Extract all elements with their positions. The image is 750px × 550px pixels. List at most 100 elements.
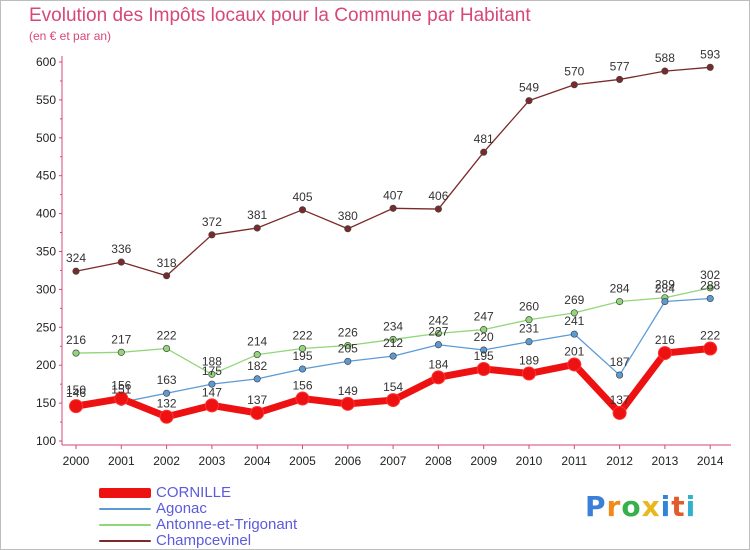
x-tick-label: 2013 — [652, 454, 679, 468]
x-tick-label: 2012 — [606, 454, 633, 468]
data-label: 214 — [247, 335, 267, 349]
data-label: 201 — [564, 344, 584, 358]
data-point — [117, 348, 125, 356]
x-tick-label: 2003 — [199, 454, 226, 468]
data-point — [72, 267, 80, 275]
data-label: 220 — [474, 330, 494, 344]
data-point — [344, 225, 352, 233]
data-label: 217 — [111, 332, 131, 346]
data-label: 570 — [564, 65, 584, 79]
x-tick-label: 2001 — [108, 454, 135, 468]
data-point — [253, 375, 261, 383]
data-point — [298, 206, 307, 214]
data-label: 149 — [338, 384, 358, 398]
data-label: 189 — [519, 354, 539, 368]
y-tick-label: 300 — [36, 282, 56, 296]
y-tick-label: 150 — [36, 396, 56, 410]
data-label: 372 — [202, 215, 222, 229]
logo-letter: r — [606, 490, 622, 523]
data-label: 146 — [66, 386, 86, 400]
data-point — [208, 231, 216, 239]
data-label: 163 — [157, 373, 177, 387]
data-label: 156 — [292, 379, 312, 393]
data-label: 380 — [338, 209, 358, 223]
data-point — [389, 204, 397, 212]
data-label: 227 — [428, 325, 448, 339]
data-label: 407 — [383, 188, 403, 202]
legend-swatch — [99, 524, 151, 526]
data-point — [163, 344, 171, 353]
logo-letter: i — [660, 490, 672, 523]
data-label: 187 — [610, 355, 630, 369]
data-label: 241 — [564, 314, 584, 328]
data-point — [480, 326, 488, 334]
data-point — [72, 349, 80, 357]
data-point — [706, 294, 714, 303]
data-label: 137 — [247, 393, 267, 407]
data-label: 175 — [202, 364, 222, 378]
data-point — [476, 361, 491, 376]
data-label: 156 — [111, 379, 131, 393]
legend-swatch — [99, 540, 151, 542]
y-tick-label: 200 — [36, 358, 56, 372]
data-label: 288 — [700, 278, 720, 292]
legend-label: CORNILLE — [156, 484, 232, 501]
data-point — [250, 405, 265, 420]
x-tick-label: 2008 — [425, 454, 452, 468]
data-label: 549 — [519, 81, 539, 95]
data-point — [434, 329, 442, 337]
data-point — [661, 67, 669, 75]
data-label: 222 — [157, 329, 177, 343]
data-label: 151 — [111, 382, 131, 396]
x-tick-label: 2010 — [516, 454, 543, 468]
data-label: 405 — [292, 190, 312, 204]
data-point — [431, 370, 446, 385]
y-tick-label: 100 — [36, 434, 56, 448]
data-label: 284 — [655, 282, 675, 296]
data-label: 588 — [655, 51, 675, 65]
data-label: 247 — [474, 310, 494, 324]
logo-letter: P — [585, 490, 607, 523]
data-point — [567, 357, 582, 372]
data-point — [253, 351, 261, 359]
x-tick-label: 2011 — [561, 454, 587, 468]
data-label: 184 — [428, 357, 448, 371]
legend-swatch — [99, 508, 151, 510]
data-label: 231 — [519, 322, 539, 336]
data-label: 216 — [66, 333, 86, 347]
data-point — [344, 357, 352, 365]
x-tick-label: 2009 — [470, 454, 497, 468]
data-point — [616, 75, 624, 83]
data-point — [295, 391, 310, 406]
y-tick-label: 450 — [36, 169, 56, 183]
data-label: 137 — [610, 393, 630, 407]
data-point — [703, 341, 718, 356]
data-point — [480, 346, 488, 354]
data-point — [163, 272, 171, 280]
data-point — [657, 346, 672, 361]
data-label: 324 — [66, 251, 86, 265]
data-label: 205 — [338, 341, 358, 355]
data-point — [386, 393, 401, 408]
data-label: 577 — [610, 59, 630, 73]
axes: 100 150 200 250 300 350 400 450 500 550 600 2000 200… — [36, 55, 731, 468]
data-label: 593 — [700, 47, 720, 61]
data-point — [208, 370, 216, 378]
data-point — [706, 284, 714, 292]
data-label: 336 — [111, 242, 131, 256]
data-point — [616, 371, 624, 379]
y-tick-label: 250 — [36, 320, 56, 334]
legend-swatch — [99, 488, 151, 498]
data-label: 222 — [700, 329, 720, 343]
data-point — [204, 398, 219, 413]
logo-letter: t — [671, 490, 686, 523]
data-label: 234 — [383, 319, 403, 333]
y-tick-label: 350 — [36, 245, 56, 259]
data-label: 302 — [700, 268, 720, 282]
data-point — [159, 409, 174, 424]
data-point — [298, 365, 307, 373]
data-point — [208, 380, 216, 388]
x-tick-label: 2002 — [153, 454, 180, 468]
data-label: 260 — [519, 300, 539, 314]
